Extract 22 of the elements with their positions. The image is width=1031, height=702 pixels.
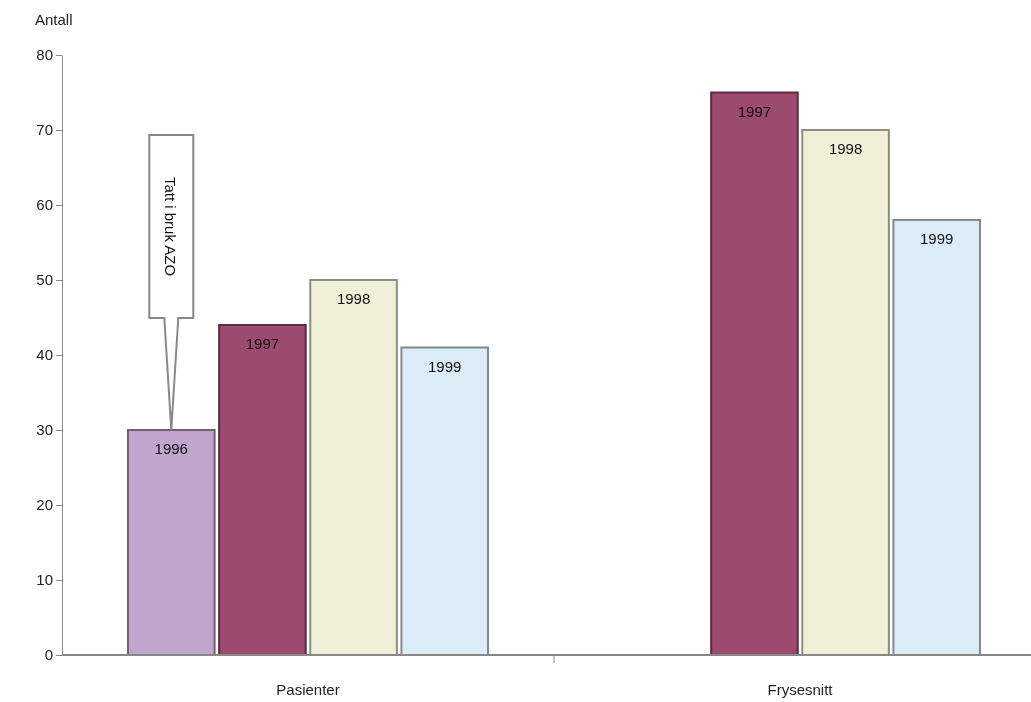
y-tick-label: 70 [36,121,53,139]
bar [710,91,799,656]
text: 1997 [737,102,772,120]
y-axis-title: Antall [35,11,73,28]
y-tick-label: 0 [44,646,53,664]
x-tick-label: Pasienter [276,681,340,698]
series-label: 1997 [245,335,280,352]
x-tick-label: Frysesnitt [767,681,834,698]
text: 1999 [920,230,954,247]
series-label: 1999 [428,357,462,375]
y-tick-label: 80 [36,46,53,64]
bar [218,324,307,656]
y-tick-label: 50 [36,271,53,289]
series-label: 1996 [154,440,188,457]
y-tick-label: 20 [36,496,53,514]
series-label: 1998 [336,290,371,307]
text: 1998 [828,140,863,157]
y-tick-label: 30 [36,421,53,439]
y-tick-label: 40 [36,346,53,364]
annotation: Tatt i bruk AZO [162,176,180,277]
y-tick-label: 10 [36,571,53,589]
y-tick-label: 60 [36,196,53,214]
